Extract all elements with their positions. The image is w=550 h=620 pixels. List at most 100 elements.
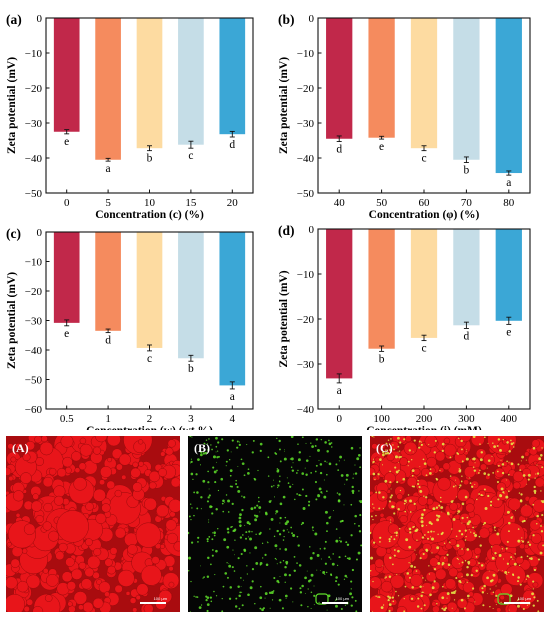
protein-particle [274,557,277,560]
protein-particle [313,594,316,597]
oil-droplet [437,477,451,491]
protein-particle [508,461,510,463]
oil-droplet [390,574,405,589]
x-axis-label: Concentration (w) (wt %) [86,425,213,430]
protein-particle [208,536,211,538]
protein-particle [288,573,292,577]
protein-particle [297,469,299,472]
x-tick-label: 80 [503,197,515,209]
protein-particle [421,591,424,594]
oil-droplet [468,591,474,598]
protein-particle [284,581,286,583]
protein-particle [483,521,487,525]
protein-particle [446,553,449,556]
protein-particle [261,542,264,545]
oil-droplet [380,580,393,593]
protein-particle [423,462,427,466]
oil-droplet [114,489,122,498]
oil-droplet [44,594,53,602]
protein-particle [447,563,451,566]
protein-particle [339,540,341,542]
protein-particle [240,552,243,556]
oil-droplets-image [6,436,180,612]
protein-particle [407,494,410,496]
protein-particle [504,571,508,574]
protein-particle [431,586,435,590]
protein-particle [248,522,251,526]
protein-particle [340,608,343,611]
protein-particle [503,492,505,494]
protein-particle [297,544,300,547]
protein-particle [532,604,535,607]
protein-particle [410,564,414,568]
micrograph-a: (A) 100 μm [6,436,180,612]
error-bar [421,334,427,342]
protein-particle [199,453,203,457]
bar [495,229,522,321]
protein-particle [536,599,539,602]
protein-particle [390,494,393,497]
protein-particle [335,604,338,608]
oil-droplet [399,514,408,524]
protein-particle [256,504,259,507]
bar [178,232,204,359]
protein-particle [227,531,230,534]
protein-particle [466,522,470,526]
protein-particle [541,500,544,504]
protein-particle [271,599,274,601]
x-tick-label: 40 [334,197,346,209]
protein-particle [223,538,227,542]
protein-particle [441,563,444,566]
protein-particle [414,549,416,551]
oil-droplet [6,467,12,476]
protein-particle [343,459,345,461]
oil-droplet [61,571,73,583]
protein-particle [315,498,318,501]
protein-particle [227,511,230,513]
protein-particle [458,563,460,565]
protein-particle [472,466,475,469]
protein-particle [243,579,244,581]
protein-particle [258,506,262,510]
protein-particle [203,576,205,578]
protein-particle [360,544,362,547]
protein-particle [490,500,493,503]
protein-particle [507,521,511,525]
protein-particle [390,488,392,490]
protein-particle [255,562,259,565]
y-tick-label: −20 [25,286,43,298]
protein-particle [517,528,520,530]
protein-particle [202,452,206,455]
x-tick-label: 2 [147,413,153,425]
protein-particle [473,532,475,535]
protein-particle [359,500,362,504]
protein-particle [188,569,190,572]
protein-particle [269,607,271,609]
protein-particle [311,526,314,529]
protein-particle [335,580,338,583]
oil-droplet [481,569,499,587]
scale-bar-label: 100 μm [335,596,349,601]
protein-particle [352,491,355,495]
oil-droplet [15,512,21,518]
protein-particle [403,502,406,505]
protein-particle [481,591,485,594]
protein-particle [499,494,503,498]
protein-particle [378,491,381,494]
protein-particle [200,451,203,454]
protein-particle [411,469,415,472]
protein-particle [460,448,463,451]
protein-particle [455,535,458,538]
protein-particle [205,599,208,602]
protein-particle [405,538,409,542]
protein-particle [522,608,525,611]
protein-particle [541,447,543,449]
oil-droplet [40,436,48,443]
protein-particle [472,526,475,529]
protein-particle [487,459,491,462]
protein-particle [418,440,421,443]
protein-particle [421,513,424,516]
protein-particle [350,604,353,607]
error-bar [147,145,152,152]
protein-particle [252,439,255,442]
